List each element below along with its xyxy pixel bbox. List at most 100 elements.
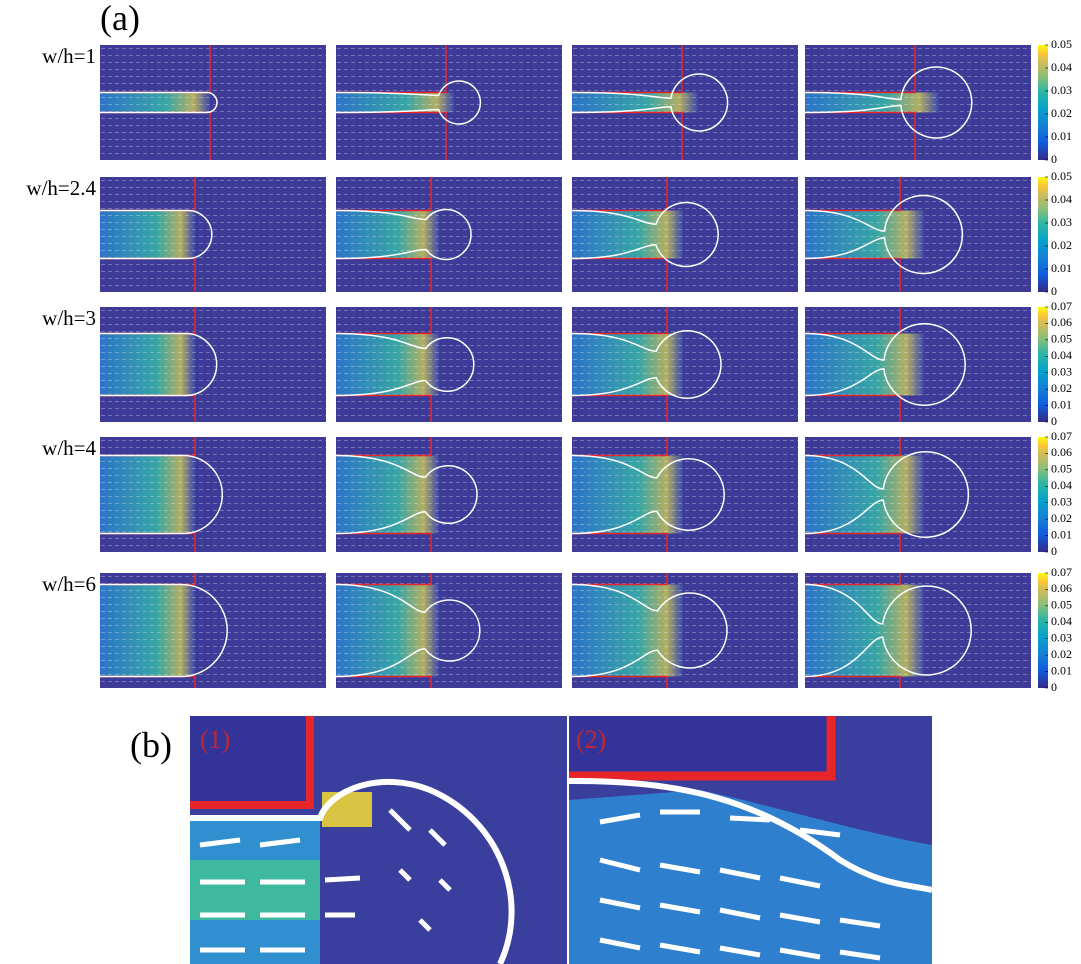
sim-panel — [100, 437, 326, 552]
colorbar-tick-label: 0.05 — [1051, 169, 1072, 183]
colorbar-tick-label: 0.04 — [1051, 60, 1072, 74]
vectors — [805, 45, 1031, 160]
vectors — [572, 573, 798, 688]
panel-a: w/h=1 0 0.01 0.02 0.03 0.04 0.05 w/h=2.4 0 0.01 0.… — [26, 37, 1072, 694]
sim-panel — [335, 307, 562, 422]
sim-panel — [335, 437, 562, 552]
colorbar — [1038, 307, 1048, 422]
sim-panel — [100, 177, 326, 292]
colorbar-tick-label: 0.06 — [1051, 445, 1072, 459]
interface — [804, 323, 966, 406]
colorbar — [1038, 437, 1048, 552]
colorbar-tick-label: 0.03 — [1051, 215, 1072, 229]
colorbar-tick-label: 0.05 — [1051, 332, 1072, 346]
interface — [571, 454, 725, 535]
vectors — [805, 307, 1031, 422]
vectors — [100, 177, 326, 292]
inset-label: (1) — [200, 725, 230, 754]
vectors — [805, 437, 1031, 552]
colorbar-tick-label: 0.05 — [1051, 37, 1072, 51]
vectors — [199, 808, 452, 953]
interface — [335, 454, 478, 535]
interface — [571, 583, 728, 678]
colorbar-tick-label: 0.04 — [1051, 614, 1072, 628]
vectors — [336, 45, 562, 160]
colorbar-tick-label: 0.02 — [1051, 381, 1072, 395]
vectors — [100, 307, 326, 422]
colorbar-tick-label: 0.03 — [1051, 494, 1072, 508]
vectors — [100, 437, 326, 552]
interface — [335, 332, 475, 397]
colorbar-tick-label: 0.02 — [1051, 511, 1072, 525]
vectors — [100, 45, 326, 160]
interface — [571, 201, 719, 268]
vectors — [572, 45, 798, 160]
hotspot — [322, 792, 372, 827]
sim-panel — [571, 573, 798, 688]
colorbar-tick-label: 0 — [1051, 284, 1057, 298]
colorbar-tick-label: 0 — [1051, 680, 1057, 694]
colorbar-tick-label: 0.01 — [1051, 663, 1072, 677]
sim-panel — [571, 177, 798, 292]
wall — [805, 573, 901, 688]
sim-panel — [571, 45, 798, 160]
interface — [335, 208, 472, 261]
colorbar-tick-label: 0.04 — [1051, 348, 1072, 362]
interface — [571, 73, 729, 132]
colorbar — [1038, 45, 1048, 160]
interface — [568, 777, 933, 893]
interface — [100, 209, 213, 260]
colorbar-tick-label: 0.02 — [1051, 106, 1072, 120]
colorbar-tick-label: 0.04 — [1051, 192, 1072, 206]
zoom-2 — [568, 716, 933, 964]
zoom-1 — [190, 716, 567, 964]
wall — [805, 307, 901, 422]
interface — [100, 91, 218, 114]
wall — [572, 437, 668, 552]
colorbar-tick-label: 0.03 — [1051, 630, 1072, 644]
interface — [335, 80, 482, 125]
sim-panel — [335, 45, 562, 160]
interface — [100, 454, 224, 535]
vectors — [805, 177, 1031, 292]
row-label: w/h=3 — [42, 306, 96, 330]
sim-panel — [335, 573, 562, 688]
wall — [336, 573, 432, 688]
wall-block — [569, 716, 831, 776]
wall — [572, 177, 668, 292]
sim-panel — [804, 307, 1031, 422]
colorbar-tick-label: 0.06 — [1051, 315, 1072, 329]
interface — [100, 332, 218, 397]
vectors — [336, 573, 562, 688]
wall — [805, 177, 901, 292]
wall — [336, 177, 432, 292]
inset-label: (2) — [576, 725, 606, 754]
interface — [335, 583, 481, 678]
colorbar — [1038, 177, 1048, 292]
sim-panel — [571, 437, 798, 552]
interface — [804, 583, 972, 678]
wall — [572, 307, 668, 422]
vectors — [100, 573, 326, 688]
row-label: w/h=2.4 — [26, 176, 96, 200]
wall — [572, 573, 668, 688]
row-label: w/h=6 — [42, 572, 96, 596]
panel-label: (b) — [130, 725, 172, 765]
sim-panel — [804, 177, 1031, 292]
wall — [569, 716, 836, 781]
colorbar-tick-label: 0.01 — [1051, 527, 1072, 541]
sim-panel — [804, 573, 1031, 688]
panel-label: (a) — [100, 0, 140, 38]
colorbar-tick-label: 0.03 — [1051, 83, 1072, 97]
colorbar-tick-label: 0.01 — [1051, 261, 1072, 275]
vectors — [572, 307, 798, 422]
vectors — [572, 177, 798, 292]
colorbar-tick-label: 0 — [1051, 544, 1057, 558]
wall-block — [190, 716, 307, 808]
vectors — [599, 809, 881, 961]
vectors — [336, 177, 562, 292]
wall — [336, 437, 432, 552]
interface — [100, 583, 228, 678]
wall — [805, 437, 901, 552]
